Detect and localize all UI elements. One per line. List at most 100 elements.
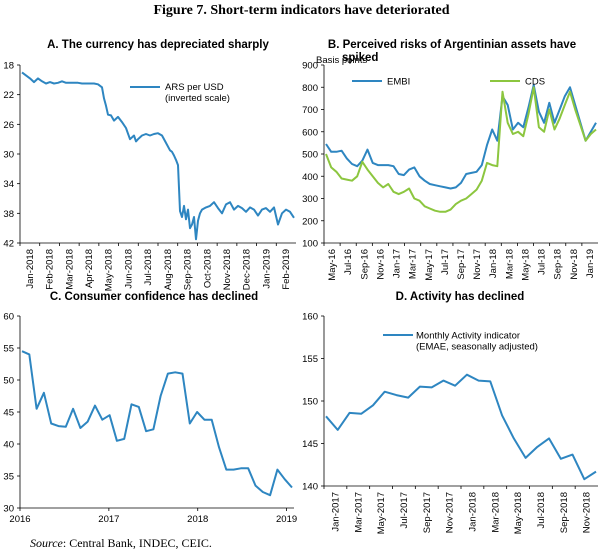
x-tick-label: May-17	[424, 249, 435, 281]
legend-label: ARS per USD	[165, 82, 224, 93]
x-tick-label: Nov-18	[569, 249, 580, 280]
legend-label: Monthly Activity indicator	[416, 331, 520, 342]
x-tick-label: Mar-17	[408, 249, 419, 279]
x-tick-label: Jul-18	[537, 249, 548, 275]
x-tick-label: Apr-2018	[84, 249, 95, 288]
x-tick-label: Sep-18	[553, 249, 564, 280]
x-tick-label: Dec-2018	[242, 249, 253, 290]
x-tick-label: May-18	[520, 249, 531, 281]
x-tick-label: Feb-2018	[45, 249, 56, 290]
x-tick-label: Jul-2017	[399, 492, 410, 528]
y-tick-label: 30	[3, 150, 14, 161]
x-tick-label: May-16	[327, 249, 338, 281]
x-tick-label: Jul-2018	[536, 492, 547, 528]
x-tick-label: Nov-17	[472, 249, 483, 280]
panel-d: D. Activity has declined 140 145 150 155 160 J…	[302, 291, 598, 534]
source-label: Source	[30, 536, 63, 550]
y-tick-label: 45	[3, 408, 14, 419]
x-tick-label: 2018	[187, 514, 208, 525]
x-tick-label: Mar-2018	[490, 492, 501, 533]
legend-label-cds: CDS	[525, 77, 545, 88]
y-tick-label: 55	[3, 344, 14, 355]
x-tick-label: 2019	[276, 514, 297, 525]
x-tick-label: Mar-2017	[353, 492, 364, 533]
x-tick-label: Jan-18	[488, 249, 499, 278]
panel-title: D. Activity has declined	[396, 291, 525, 303]
y-tick-label: 300	[302, 194, 318, 205]
series-line-consumer-confidence	[21, 350, 293, 497]
x-tick-label: Sep-2018	[183, 249, 194, 290]
x-tick-label: Jan-17	[392, 249, 403, 278]
y-tick-label: 155	[302, 354, 318, 365]
x-tick-label: Jan-2019	[261, 249, 272, 289]
x-tick-label: Nov-2018	[582, 492, 593, 533]
x-tick-label: Jan-2017	[330, 492, 341, 532]
series-line-embi	[325, 84, 597, 190]
legend-label-embi: EMBI	[387, 77, 410, 88]
y-axis-label: Basis points	[316, 55, 367, 66]
panel-title-line: spiked	[342, 52, 378, 64]
x-tick-label: Nov-16	[375, 249, 386, 280]
x-tick-label: Sep-2018	[559, 492, 570, 533]
x-tick-label: Feb-2019	[281, 249, 292, 290]
x-tick-label: Oct-2018	[202, 249, 213, 288]
y-tick-label: 42	[3, 239, 14, 250]
y-tick-label: 100	[302, 239, 318, 250]
figure-title: Figure 7. Short-term indicators have det…	[153, 3, 450, 18]
y-tick-label: 18	[3, 61, 14, 72]
x-tick-label: Sep-2017	[422, 492, 433, 533]
x-tick-label: Aug-2018	[163, 249, 174, 290]
y-tick-label: 145	[302, 439, 318, 450]
legend-label: (inverted scale)	[165, 93, 230, 104]
y-tick-label: 30	[3, 504, 14, 515]
panel-title: C. Consumer confidence has declined	[50, 291, 258, 303]
series-line-monthly-activity-indicator-emae-seasonally-adjusted	[325, 373, 597, 481]
legend-label: (EMAE, seasonally adjusted)	[416, 342, 538, 353]
y-tick-label: 800	[302, 83, 318, 94]
x-tick-label: Nov-2018	[222, 249, 233, 290]
x-tick-label: Sep-17	[456, 249, 467, 280]
y-tick-label: 700	[302, 105, 318, 116]
y-tick-label: 35	[3, 472, 14, 483]
x-tick-label: Jun-2018	[123, 249, 134, 289]
x-tick-label: May-2018	[513, 492, 524, 534]
y-tick-label: 500	[302, 150, 318, 161]
x-tick-label: Jan-19	[585, 249, 596, 278]
x-tick-label: Jan-2018	[25, 249, 36, 289]
x-tick-label: Sep-16	[359, 249, 370, 280]
y-tick-label: 600	[302, 127, 318, 138]
x-tick-label: 2016	[9, 514, 30, 525]
source-text: : Central Bank, INDEC, CEIC.	[62, 536, 212, 550]
y-tick-label: 140	[302, 482, 318, 493]
x-tick-label: Jul-2018	[143, 249, 154, 285]
panel-a: A. The currency has depreciated sharply 1…	[3, 39, 296, 291]
y-tick-label: 160	[302, 312, 318, 323]
y-tick-label: 26	[3, 120, 14, 131]
panel-title: A. The currency has depreciated sharply	[47, 39, 269, 51]
y-tick-label: 40	[3, 440, 14, 451]
y-tick-label: 34	[3, 179, 14, 190]
y-tick-label: 200	[302, 216, 318, 227]
y-tick-label: 38	[3, 209, 14, 220]
y-tick-label: 400	[302, 172, 318, 183]
series-line-cds	[325, 86, 597, 213]
panel-c: C. Consumer confidence has declined 30 35 4…	[3, 291, 297, 525]
x-tick-label: Jan-2018	[467, 492, 478, 532]
x-tick-label: Nov-2017	[445, 492, 456, 533]
x-tick-label: 2017	[98, 514, 119, 525]
y-tick-label: 22	[3, 90, 14, 101]
y-tick-label: 150	[302, 397, 318, 408]
x-tick-label: Jul-17	[440, 249, 451, 275]
x-tick-label: Mar-2018	[64, 249, 75, 290]
y-tick-label: 60	[3, 312, 14, 323]
x-tick-label: May-2018	[104, 249, 115, 291]
x-tick-label: Jul-16	[343, 249, 354, 275]
figure-source: Source: Central Bank, INDEC, CEIC.	[30, 536, 212, 551]
y-tick-label: 50	[3, 376, 14, 387]
y-tick-label: 900	[302, 61, 318, 72]
series-line-ars-per-usd-inverted-scale	[21, 71, 295, 241]
panel-title-line: B. Perceived risks of Argentinian assets…	[328, 39, 576, 51]
x-tick-label: May-2017	[376, 492, 387, 534]
x-tick-label: Mar-18	[504, 249, 515, 279]
